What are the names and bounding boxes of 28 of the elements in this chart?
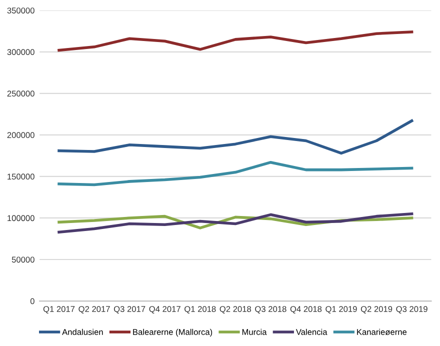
y-tick-label: 200000 xyxy=(7,132,34,138)
x-tick-label: Q3 2019 xyxy=(396,306,428,314)
y-tick-label: 300000 xyxy=(7,49,34,55)
y-tick-label: 0 xyxy=(30,298,34,304)
y-tick-label: 100000 xyxy=(8,215,34,222)
line-series xyxy=(58,30,414,52)
y-tick-label: 350000 xyxy=(7,8,34,14)
line-series xyxy=(58,160,414,186)
legend-label: Balearerne (Mallorca) xyxy=(133,328,212,337)
x-tick-label: Q1 2018 xyxy=(184,306,216,314)
x-tick-label: Q2 2019 xyxy=(360,306,392,314)
y-tick-label: 150000 xyxy=(8,174,34,180)
x-tick-label: Q4 2018 xyxy=(290,306,322,314)
x-tick-label: Q1 2017 xyxy=(43,306,75,314)
legend-label: Valencia xyxy=(296,328,328,335)
legend-label: Andalusien xyxy=(62,328,103,335)
x-tick-label: Q3 2018 xyxy=(255,306,286,314)
x-tick-label: Q2 2017 xyxy=(78,306,110,314)
y-tick-label: 50000 xyxy=(12,256,34,263)
line-series xyxy=(58,119,414,155)
legend-label: Murcia xyxy=(242,328,267,335)
x-tick-label: Q4 2017 xyxy=(149,306,180,314)
legend-label: Kanarieøerne xyxy=(357,328,407,336)
line-series xyxy=(58,212,414,234)
y-tick-label: 250000 xyxy=(7,90,34,97)
x-tick-label: Q1 2019 xyxy=(326,306,357,314)
x-tick-label: Q3 2017 xyxy=(114,306,146,314)
x-tick-label: Q2 2018 xyxy=(220,306,252,314)
